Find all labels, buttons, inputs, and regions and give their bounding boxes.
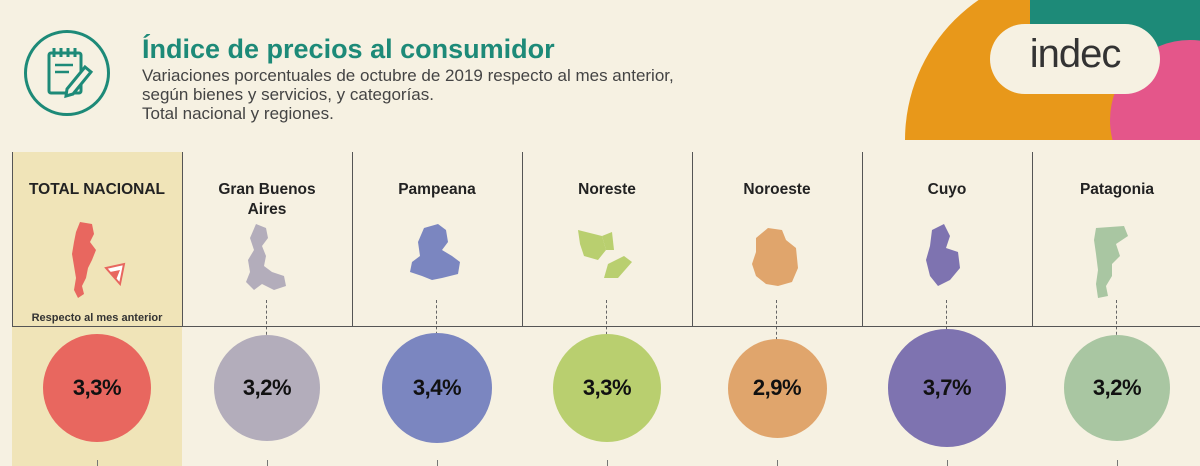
value-label: 3,7% [922, 374, 972, 400]
argentina-map-icon [12, 220, 182, 300]
value-label: 3,2% [1092, 375, 1142, 400]
gran-buenos-aires-map-icon [182, 220, 352, 300]
value-bubble: 3,3% [552, 333, 662, 443]
bottom-tick [437, 460, 438, 466]
subtitle-line: Variaciones porcentuales de octubre de 2… [142, 66, 674, 85]
value-bubble: 3,2% [214, 335, 320, 441]
region-column: Patagonia 3,2% [1032, 152, 1200, 466]
value-label: 3,4% [412, 374, 462, 400]
cuyo-map-icon [862, 220, 1032, 300]
logo-text: indec [1029, 32, 1122, 76]
region-name: Pampeana [398, 181, 476, 198]
bottom-tick [607, 460, 608, 466]
subtitle-line: según bienes y servicios, y categorías. [142, 85, 434, 104]
column-divider [692, 152, 693, 326]
indec-logo: indec [990, 24, 1160, 94]
patagonia-map-icon [1032, 220, 1200, 300]
value-bubble: 3,4% [381, 332, 493, 444]
page-subtitle: Variaciones porcentuales de octubre de 2… [142, 66, 782, 123]
region-column: Noreste 3,3% [522, 152, 692, 466]
region-column: Pampeana 3,4% [352, 152, 522, 466]
region-name: Cuyo [927, 181, 967, 198]
column-divider [352, 152, 353, 326]
value-label: 2,9% [752, 375, 802, 400]
connector-line [606, 300, 607, 340]
bottom-tick [947, 460, 948, 466]
value-label: 3,3% [582, 374, 632, 400]
region-column: Gran Buenos Aires 3,2% [182, 152, 352, 466]
value-label: 3,3% [72, 374, 122, 400]
region-name: Noroeste [743, 181, 811, 198]
clipboard-pencil-icon [24, 30, 110, 116]
bottom-tick [267, 460, 268, 466]
bottom-tick [1117, 460, 1118, 466]
value-bubble: 3,7% [888, 329, 1006, 447]
region-name: TOTAL NACIONAL [28, 181, 166, 198]
connector-line [1116, 300, 1117, 340]
connector-line [776, 300, 777, 340]
region-column: Noroeste 2,9% [692, 152, 862, 466]
connector-line [436, 300, 437, 340]
column-divider [862, 152, 863, 326]
horizontal-divider [12, 326, 1200, 327]
page-title: Índice de precios al consumidor [142, 34, 555, 64]
column-divider [1032, 152, 1033, 326]
value-bubble: 3,2% [1064, 335, 1170, 441]
pampeana-map-icon [352, 220, 522, 300]
region-name: Gran Buenos Aires [218, 181, 316, 218]
column-divider [182, 152, 183, 326]
column-divider [12, 152, 13, 326]
noreste-map-icon [522, 220, 692, 300]
region-name: Patagonia [1079, 181, 1155, 198]
value-bubble: 2,9% [727, 338, 827, 438]
region-column: Cuyo 3,7% [862, 152, 1032, 466]
connector-line [946, 300, 947, 340]
region-column: TOTAL NACIONAL Respecto al mes anterior 3,… [12, 152, 182, 466]
value-label: 3,2% [242, 375, 292, 400]
column-divider [522, 152, 523, 326]
value-bubble: 3,3% [42, 333, 152, 443]
subtitle-line: Total nacional y regiones. [142, 104, 334, 123]
region-name: Noreste [578, 181, 636, 198]
connector-line [266, 300, 267, 340]
noroeste-map-icon [692, 220, 862, 300]
bottom-tick [97, 460, 98, 466]
bottom-tick [777, 460, 778, 466]
note-label: Respecto al mes anterior [31, 312, 163, 324]
